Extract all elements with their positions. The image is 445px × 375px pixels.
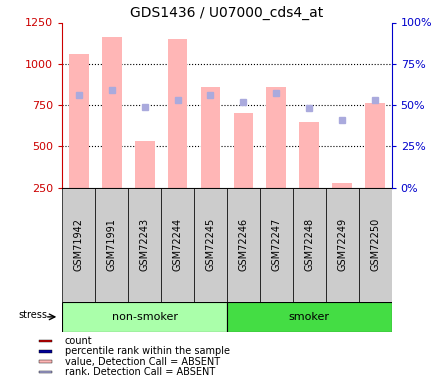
Text: stress: stress <box>19 310 48 320</box>
Text: value, Detection Call = ABSENT: value, Detection Call = ABSENT <box>65 357 220 367</box>
Text: GSM72245: GSM72245 <box>206 218 215 272</box>
Title: GDS1436 / U07000_cds4_at: GDS1436 / U07000_cds4_at <box>130 6 324 20</box>
Bar <box>39 370 52 373</box>
Bar <box>62 302 227 332</box>
Text: GSM72250: GSM72250 <box>370 218 380 272</box>
Text: GSM71942: GSM71942 <box>74 218 84 271</box>
Text: GSM72246: GSM72246 <box>239 218 248 271</box>
Text: GSM72247: GSM72247 <box>271 218 281 272</box>
Bar <box>201 87 220 188</box>
Text: rank, Detection Call = ABSENT: rank, Detection Call = ABSENT <box>65 367 215 375</box>
Bar <box>227 188 260 302</box>
Text: GSM72244: GSM72244 <box>173 218 182 271</box>
Bar <box>161 188 194 302</box>
Bar <box>359 188 392 302</box>
Bar <box>102 36 121 188</box>
Text: count: count <box>65 336 92 346</box>
Bar <box>39 340 52 342</box>
Bar <box>39 350 52 352</box>
Bar <box>227 302 392 332</box>
Bar <box>234 113 253 188</box>
Bar <box>365 104 385 188</box>
Text: GSM72243: GSM72243 <box>140 218 150 271</box>
Text: non-smoker: non-smoker <box>112 312 178 322</box>
Bar <box>332 183 352 188</box>
Text: GSM72249: GSM72249 <box>337 218 347 271</box>
Bar <box>95 188 128 302</box>
Bar <box>62 188 95 302</box>
Bar <box>69 54 89 188</box>
Bar <box>39 360 52 363</box>
Bar <box>299 122 319 188</box>
Bar <box>293 188 326 302</box>
Text: GSM71991: GSM71991 <box>107 218 117 271</box>
Bar <box>194 188 227 302</box>
Bar <box>168 39 187 188</box>
Bar <box>128 188 161 302</box>
Text: smoker: smoker <box>289 312 330 322</box>
Bar <box>135 141 154 188</box>
Bar <box>267 87 286 188</box>
Bar <box>260 188 293 302</box>
Text: percentile rank within the sample: percentile rank within the sample <box>65 346 230 356</box>
Bar <box>326 188 359 302</box>
Text: GSM72248: GSM72248 <box>304 218 314 271</box>
